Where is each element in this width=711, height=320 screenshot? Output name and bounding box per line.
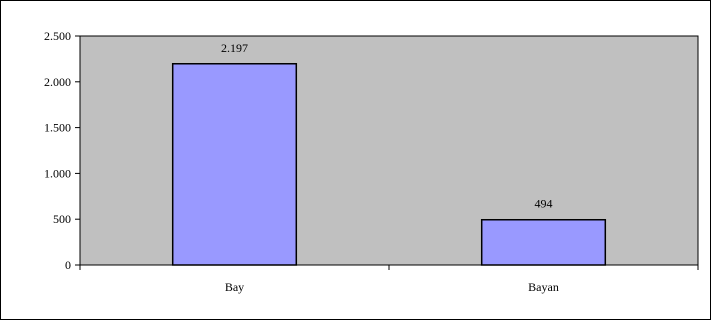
- bars: [171, 63, 607, 266]
- data-labels: 2.197 494: [221, 41, 553, 211]
- x-category-label: Bayan: [528, 280, 559, 294]
- data-label-bay: 2.197: [221, 41, 248, 55]
- y-tick-label: 2.000: [44, 75, 71, 89]
- y-axis: 0 500 1.000 1.500 2.000 2.500: [44, 29, 81, 272]
- y-tick-label: 1.500: [44, 121, 71, 135]
- x-axis: Bay Bayan: [79, 264, 699, 294]
- y-tick-label: 2.500: [44, 29, 71, 43]
- y-tick-label: 500: [53, 212, 71, 226]
- data-label-bayan: 494: [535, 197, 553, 211]
- bar-bay: [171, 63, 298, 266]
- y-tick-label: 0: [65, 258, 71, 272]
- x-category-label: Bay: [225, 280, 244, 294]
- bar-bayan: [480, 218, 607, 266]
- y-tick-label: 1.000: [44, 166, 71, 180]
